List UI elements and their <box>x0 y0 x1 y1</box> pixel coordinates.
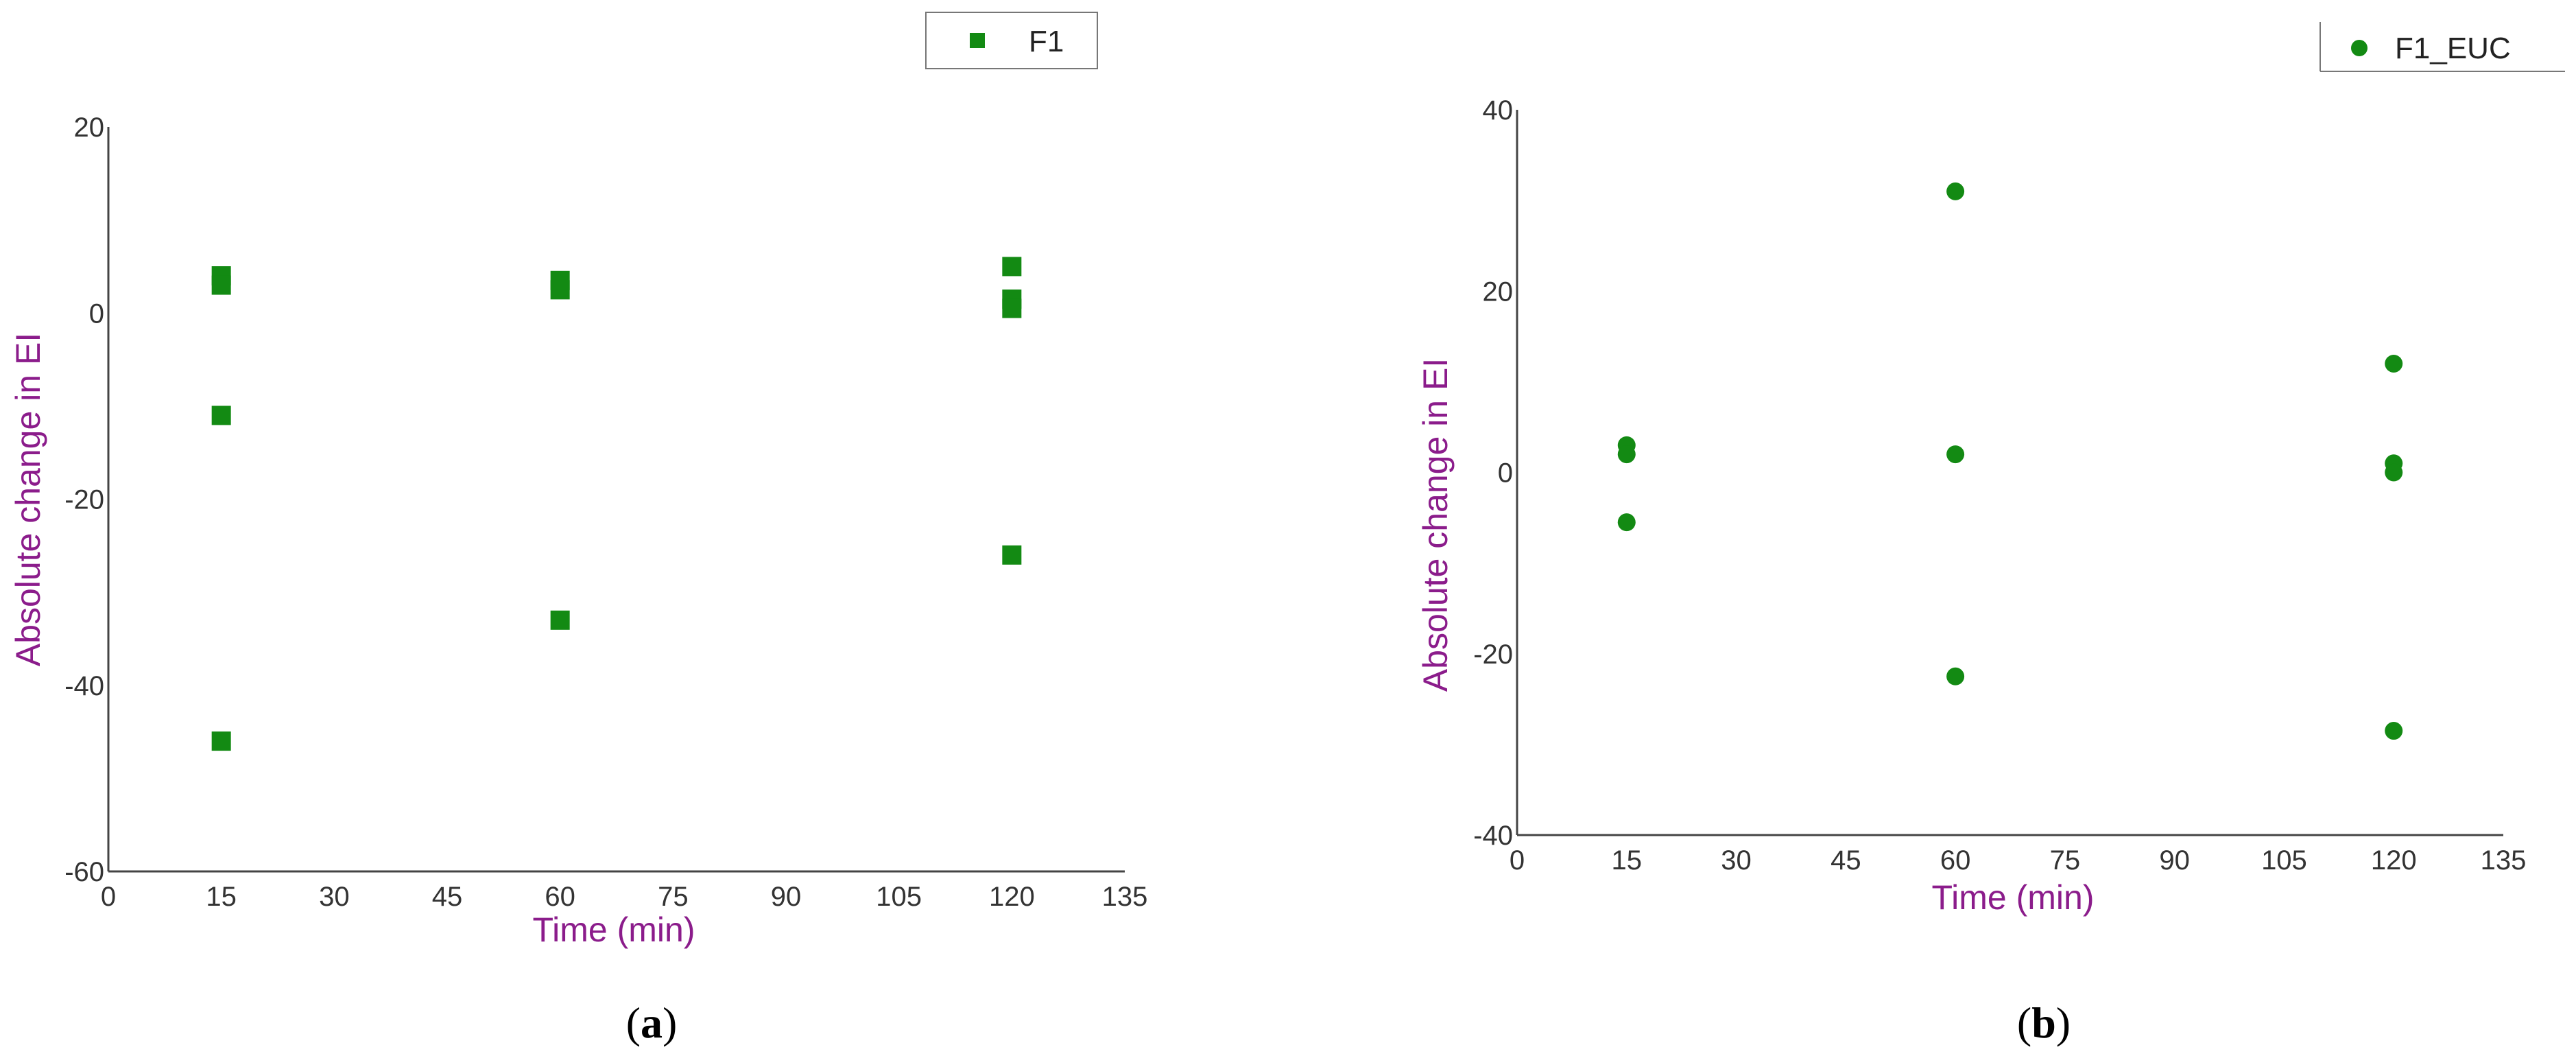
panel-a-legend-marker <box>970 33 985 48</box>
panel-b-data-point <box>2385 722 2403 740</box>
panel-a-x-tick-label: 30 <box>319 882 350 912</box>
panel-a-legend-label: F1 <box>1029 25 1064 58</box>
panel-b-points <box>1617 182 2403 740</box>
panel-b-x-tick-label: 30 <box>1721 845 1752 876</box>
panel-a-data-point <box>211 406 231 425</box>
panel-b-x-tick-label: 45 <box>1830 845 1861 876</box>
panel-b-x-tick-label: 135 <box>2481 845 2527 876</box>
panel-b-legend: F1_EUC <box>2319 22 2565 72</box>
panel-a-axes <box>107 127 1125 873</box>
panel-a-y-tick-label: -40 <box>64 671 104 701</box>
panel-b-y-tick-label: -40 <box>1473 821 1513 851</box>
panel-b: F1_EUC 40 20 0 -20 -40 0 15 30 45 60 75 90 105 120 13… <box>1416 22 2565 1047</box>
panel-a-x-axis-title: Time (min) <box>532 911 695 949</box>
panel-a-x-tick-label: 15 <box>206 882 237 912</box>
panel-a-data-point <box>211 275 231 295</box>
panel-a-label: (a) <box>626 998 678 1047</box>
panel-b-x-tick-label: 105 <box>2261 845 2307 876</box>
panel-b-legend-label: F1_EUC <box>2395 32 2511 65</box>
panel-a-legend: F1 <box>925 12 1098 69</box>
panel-a-points <box>211 257 1022 751</box>
panel-a-y-tick-label: -60 <box>64 857 104 887</box>
panel-b-x-tick-label: 75 <box>2050 845 2081 876</box>
panel-b-legend-marker <box>2351 40 2368 56</box>
panel-b-y-tick-label: 40 <box>1483 95 1514 126</box>
panel-a-y-tick-label: 20 <box>74 113 105 143</box>
panel-a-data-point <box>1002 545 1022 565</box>
panel-b-data-point <box>2385 463 2403 482</box>
panel-b-y-axis-title: Absolute change in EI <box>1416 358 1455 692</box>
panel-b-data-point <box>1617 513 1636 532</box>
panel-b-data-point <box>2385 354 2403 373</box>
panel-b-x-tick-label: 60 <box>1940 845 1971 876</box>
panel-a-x-tick-label: 135 <box>1102 882 1148 912</box>
panel-a: F1 20 0 -20 -40 -60 0 15 30 45 60 75 90 105 120 135 T… <box>9 12 1147 1047</box>
panel-b-label-open: ( <box>2017 998 2031 1047</box>
panel-a-data-point <box>550 280 570 300</box>
panel-b-x-tick-label: 0 <box>1510 845 1525 876</box>
panel-a-x-tick-label: 60 <box>545 882 575 912</box>
panel-b-axes <box>1516 110 2503 836</box>
panel-a-x-tick-label: 45 <box>432 882 463 912</box>
panel-a-label-letter: a <box>641 998 663 1047</box>
panel-a-data-point <box>550 610 570 630</box>
panel-b-label-close: ) <box>2056 998 2071 1047</box>
panel-b-data-point <box>1617 445 1636 464</box>
panel-a-label-close: ) <box>663 998 677 1047</box>
panel-b-x-tick-label: 120 <box>2371 845 2417 876</box>
panel-a-x-tick-label: 105 <box>876 882 922 912</box>
panel-b-data-point <box>1946 182 1965 200</box>
panel-a-x-tick-label: 120 <box>989 882 1035 912</box>
panel-b-x-tick-labels: 0 15 30 45 60 75 90 105 120 135 <box>1510 845 2527 876</box>
panel-a-y-tick-label: -20 <box>64 485 104 515</box>
panel-b-y-tick-label: 20 <box>1483 277 1514 307</box>
panel-b-data-point <box>1946 667 1965 685</box>
panel-b-data-point <box>1946 445 1965 464</box>
panel-b-x-tick-label: 90 <box>2159 845 2190 876</box>
panel-b-x-axis-title: Time (min) <box>1931 878 2094 917</box>
panel-a-legend-box <box>925 12 1098 69</box>
panel-b-y-tick-label: -20 <box>1473 640 1513 670</box>
panel-a-x-tick-label: 75 <box>658 882 689 912</box>
panel-a-y-axis-title: Absolute change in EI <box>9 333 47 666</box>
panel-a-y-tick-labels: 20 0 -20 -40 -60 <box>64 113 104 887</box>
panel-b-label: (b) <box>2017 998 2071 1047</box>
panel-a-x-tick-label: 90 <box>771 882 802 912</box>
panel-b-x-tick-label: 15 <box>1612 845 1643 876</box>
panel-a-data-point <box>211 731 231 751</box>
panel-a-label-open: ( <box>626 998 641 1047</box>
panel-b-y-tick-label: 0 <box>1498 458 1513 489</box>
panel-a-data-point <box>1002 257 1022 277</box>
panel-a-x-tick-label: 0 <box>101 882 116 912</box>
panel-a-y-tick-label: 0 <box>89 298 104 329</box>
panel-b-label-letter: b <box>2031 998 2056 1047</box>
panel-b-y-tick-labels: 40 20 0 -20 -40 <box>1473 95 1513 851</box>
panel-a-x-tick-labels: 0 15 30 45 60 75 90 105 120 135 <box>101 882 1148 912</box>
panel-a-data-point <box>1002 298 1022 318</box>
